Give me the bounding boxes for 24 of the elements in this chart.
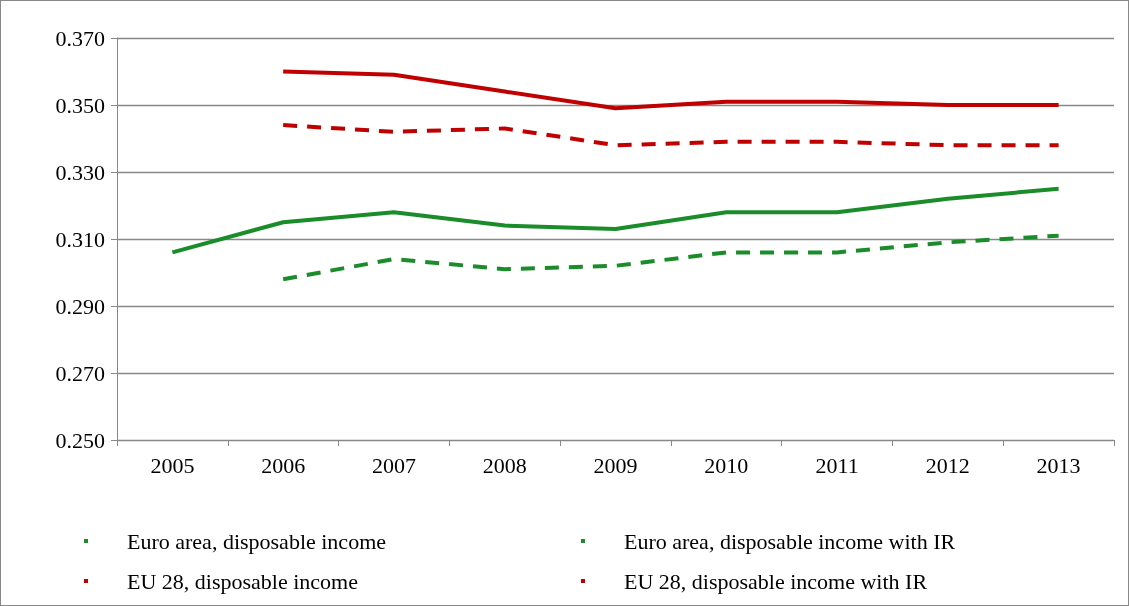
line-series [281,123,1061,148]
y-tick-label: 0.270 [55,360,105,386]
line-series [281,69,1061,111]
x-tick-label: 2008 [482,452,527,478]
x-tick-label: 2010 [704,452,749,478]
y-tick-label: 0.330 [55,159,105,185]
line-series [170,186,1061,255]
x-tick-label: 2011 [815,452,859,478]
x-tick-label: 2012 [925,452,970,478]
y-tick-label: 0.250 [55,427,105,453]
y-tick-label: 0.370 [55,25,105,51]
x-tick-label: 2006 [261,452,306,478]
line-series [281,233,1061,282]
x-tick-label: 2009 [593,452,638,478]
y-tick-label: 0.290 [55,293,105,319]
legend-label: EU 28, disposable income [127,568,358,594]
y-tick-label: 0.310 [55,226,105,252]
legend-label: Euro area, disposable income with IR [624,528,956,554]
legend-label: Euro area, disposable income [127,528,387,554]
x-tick-label: 2005 [150,452,195,478]
x-tick-label: 2007 [371,452,416,478]
y-tick-label: 0.350 [55,92,105,118]
legend-label: EU 28, disposable income with IR [624,568,928,594]
x-tick-label: 2013 [1036,452,1081,478]
